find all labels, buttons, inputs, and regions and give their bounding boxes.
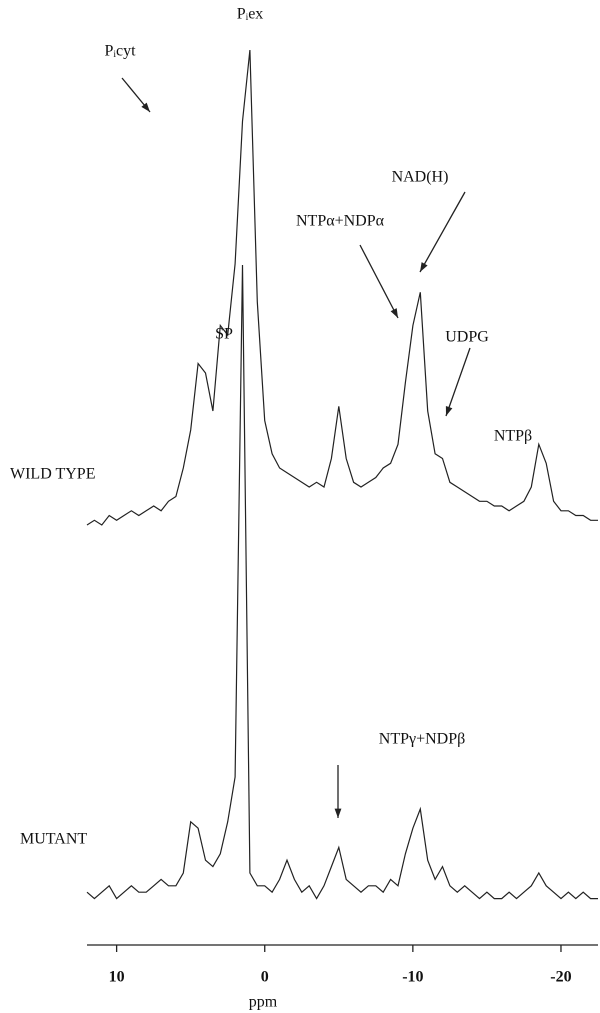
x-axis-label: ppm xyxy=(249,994,278,1011)
x-tick-label: -20 xyxy=(550,969,571,986)
peak-label: Pᵢex xyxy=(237,6,264,23)
arrow-shaft xyxy=(419,191,466,273)
x-tick-label: 0 xyxy=(261,969,269,986)
peak-label: Pᵢcyt xyxy=(104,43,136,60)
arrow-head xyxy=(420,262,428,272)
peak-label: NAD(H) xyxy=(392,169,449,186)
spectrum-trace xyxy=(86,49,598,526)
series-label: MUTANT xyxy=(20,831,87,848)
arrow-head xyxy=(445,406,453,416)
peak-label: NTPγ+NDPβ xyxy=(379,731,465,748)
x-tick-label: -10 xyxy=(402,969,423,986)
arrow-shaft xyxy=(359,244,399,319)
peak-label: UDPG xyxy=(445,329,489,346)
peak-label: SP xyxy=(215,326,233,343)
x-tick-label: 10 xyxy=(109,969,125,986)
arrow-head xyxy=(141,102,150,112)
series-label: WILD TYPE xyxy=(10,466,95,483)
peak-label: NTPβ xyxy=(494,428,532,445)
arrow-head xyxy=(390,308,398,318)
spectrum-trace xyxy=(86,264,598,900)
arrow-head xyxy=(334,808,342,818)
arrow-shaft xyxy=(445,347,471,417)
peak-label: NTPα+NDPα xyxy=(296,213,385,230)
